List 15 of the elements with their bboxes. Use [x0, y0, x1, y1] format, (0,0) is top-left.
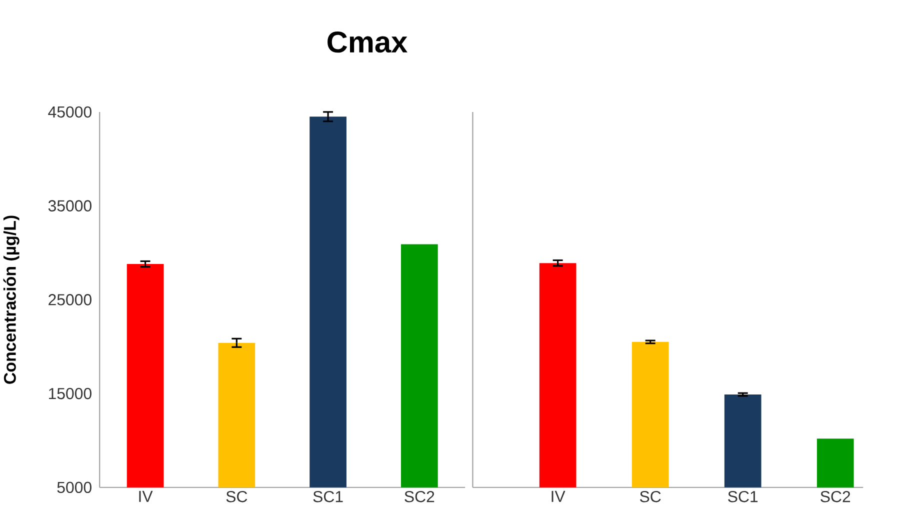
x-tick-label: SC2 [820, 491, 850, 502]
x-tick-label: SC1 [728, 491, 758, 502]
y-tick-label: 5000 [57, 482, 92, 494]
x-tick-label: SC1 [313, 491, 343, 502]
x-tick-label: IV [552, 491, 566, 502]
x-tick-label: SC [226, 491, 248, 502]
x-tick-label: SC [640, 491, 661, 502]
chart-title: Cmax [328, 32, 408, 53]
y-tick-label: 45000 [48, 106, 92, 118]
y-tick-label: 25000 [48, 294, 92, 306]
y-axis-title: Concentración (µg/L) [3, 216, 20, 384]
x-tick-label: IV [139, 491, 153, 502]
y-tick-label: 35000 [48, 200, 92, 212]
y-tick-label: 15000 [49, 388, 92, 400]
x-tick-label: SC2 [404, 491, 434, 502]
